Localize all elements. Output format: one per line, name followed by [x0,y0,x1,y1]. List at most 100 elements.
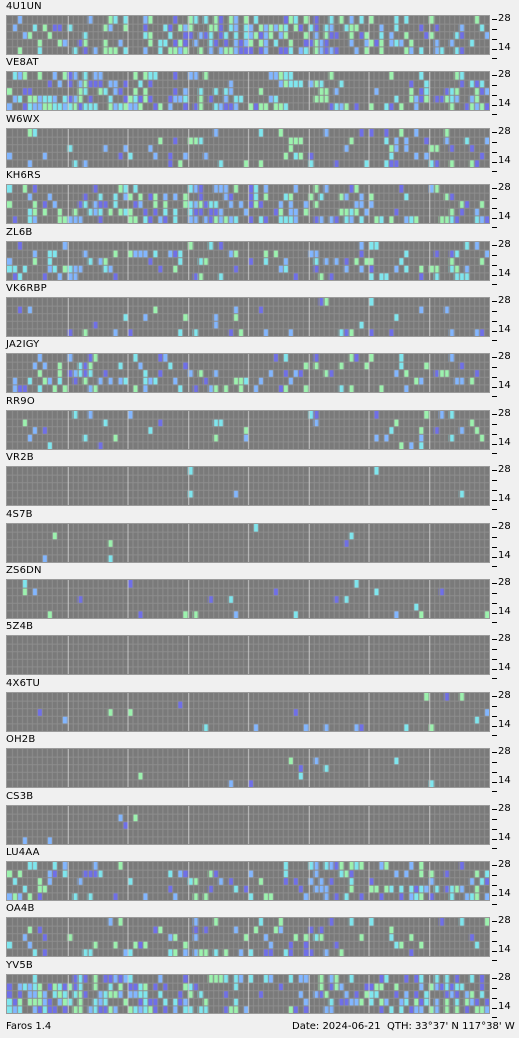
band-tick [492,865,497,866]
station-panel: 5Z4B 28 14 [0,620,519,680]
band-tick [492,198,497,200]
band-label-28: 28 [498,13,511,24]
band-tick [492,752,497,754]
band-tick [492,791,497,793]
band-label-14: 14 [498,436,511,448]
station-panel: KH6RS 28 14 [0,169,519,229]
propagation-grid[interactable] [6,127,490,168]
band-tick [492,885,497,886]
band-axis: 28 14 [492,803,519,849]
band-label-14: 14 [498,42,511,53]
band-tick [492,895,497,896]
band-tick [492,734,497,736]
band-tick [492,443,497,445]
propagation-grid[interactable] [6,691,490,732]
band-axis: 28 14 [492,182,519,229]
band-tick [492,546,497,548]
propagation-grid[interactable] [6,297,490,337]
propagation-grid[interactable] [6,861,490,901]
propagation-grid[interactable] [6,522,490,563]
band-label-28: 28 [498,182,511,194]
propagation-grid[interactable] [6,15,490,55]
band-label-14: 14 [498,888,511,899]
band-label-28: 28 [498,915,511,927]
station-callsign: OH2B [6,734,36,746]
band-tick [492,227,497,229]
band-tick [492,470,497,472]
band-tick [492,808,497,810]
band-tick [492,838,497,840]
station-panel: OA4B 28 14 [0,902,519,962]
band-tick [492,583,497,584]
band-label-14: 14 [498,662,511,674]
station-panel: 4X6TU 28 14 [0,677,519,736]
band-tick [492,218,497,220]
band-tick [492,593,497,594]
band-label-14: 14 [498,380,511,392]
band-label-28: 28 [498,577,511,588]
band-tick [492,705,497,707]
propagation-grid[interactable] [6,748,490,789]
band-tick [492,931,497,933]
band-axis: 28 14 [492,465,519,511]
band-label-14: 14 [498,1000,511,1012]
propagation-grid[interactable] [6,71,490,112]
band-tick [492,500,497,502]
band-tick [492,678,497,680]
band-label-14: 14 [498,493,511,505]
band-label-28: 28 [498,407,511,419]
band-tick [492,274,497,276]
band-axis: 28 14 [492,295,519,341]
station-callsign: VE8AT [6,57,39,69]
propagation-grid[interactable] [6,466,490,507]
band-tick [492,85,497,87]
station-callsign: 5Z4B [6,621,34,633]
station-callsign: VK6RBP [6,283,47,294]
station-callsign: 4U1UN [6,1,42,12]
propagation-grid[interactable] [6,635,490,676]
station-callsign: LU4AA [6,847,40,858]
band-tick [492,264,497,266]
station-callsign: W6WX [6,113,40,125]
propagation-grid[interactable] [6,804,490,845]
propagation-grid[interactable] [6,579,490,619]
station-panel: 4S7B 28 14 [0,508,519,567]
band-label-28: 28 [498,295,511,306]
propagation-grid[interactable] [6,409,490,450]
band-axis: 28 14 [492,915,519,962]
band-tick [492,715,497,717]
band-label-14: 14 [498,944,511,956]
station-callsign: 4X6TU [6,677,41,689]
band-tick [492,367,497,369]
station-callsign: CS3B [6,790,34,802]
propagation-grid[interactable] [6,240,490,281]
propagation-grid[interactable] [6,184,490,225]
band-tick [492,413,497,415]
band-tick [492,114,497,116]
band-tick [492,526,497,528]
propagation-grid[interactable] [6,917,490,958]
band-tick [492,19,497,20]
station-callsign: OA4B [6,903,35,915]
band-tick [492,141,497,143]
band-tick [492,613,497,614]
band-tick [492,75,497,77]
band-tick [492,1007,497,1009]
band-tick [492,772,497,774]
band-axis: 28 14 [492,239,519,285]
band-tick [492,377,497,379]
band-tick [492,509,497,511]
band-tick [492,151,497,153]
band-tick [492,941,497,943]
propagation-grid[interactable] [6,973,490,1014]
station-panel: OH2B 28 14 [0,733,519,793]
propagation-grid[interactable] [6,353,490,394]
band-tick [492,921,497,923]
band-axis: 28 14 [492,690,519,736]
band-label-14: 14 [498,267,511,279]
band-tick [492,904,497,905]
band-tick [492,321,497,322]
band-tick [492,997,497,999]
band-axis: 28 14 [492,747,519,793]
band-tick [492,311,497,312]
